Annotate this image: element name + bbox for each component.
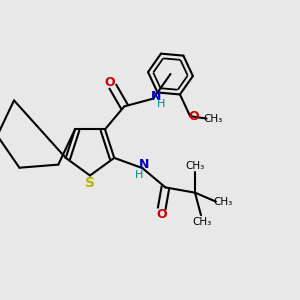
Text: CH₃: CH₃	[185, 161, 205, 171]
Text: O: O	[105, 76, 115, 89]
Text: H: H	[157, 99, 165, 109]
Text: CH₃: CH₃	[193, 217, 212, 227]
Text: O: O	[157, 208, 167, 221]
Text: N: N	[139, 158, 149, 171]
Text: O: O	[188, 110, 199, 123]
Text: S: S	[85, 176, 95, 190]
Text: H: H	[135, 170, 144, 180]
Text: N: N	[151, 90, 161, 103]
Text: CH₃: CH₃	[204, 114, 223, 124]
Text: CH₃: CH₃	[214, 196, 233, 207]
